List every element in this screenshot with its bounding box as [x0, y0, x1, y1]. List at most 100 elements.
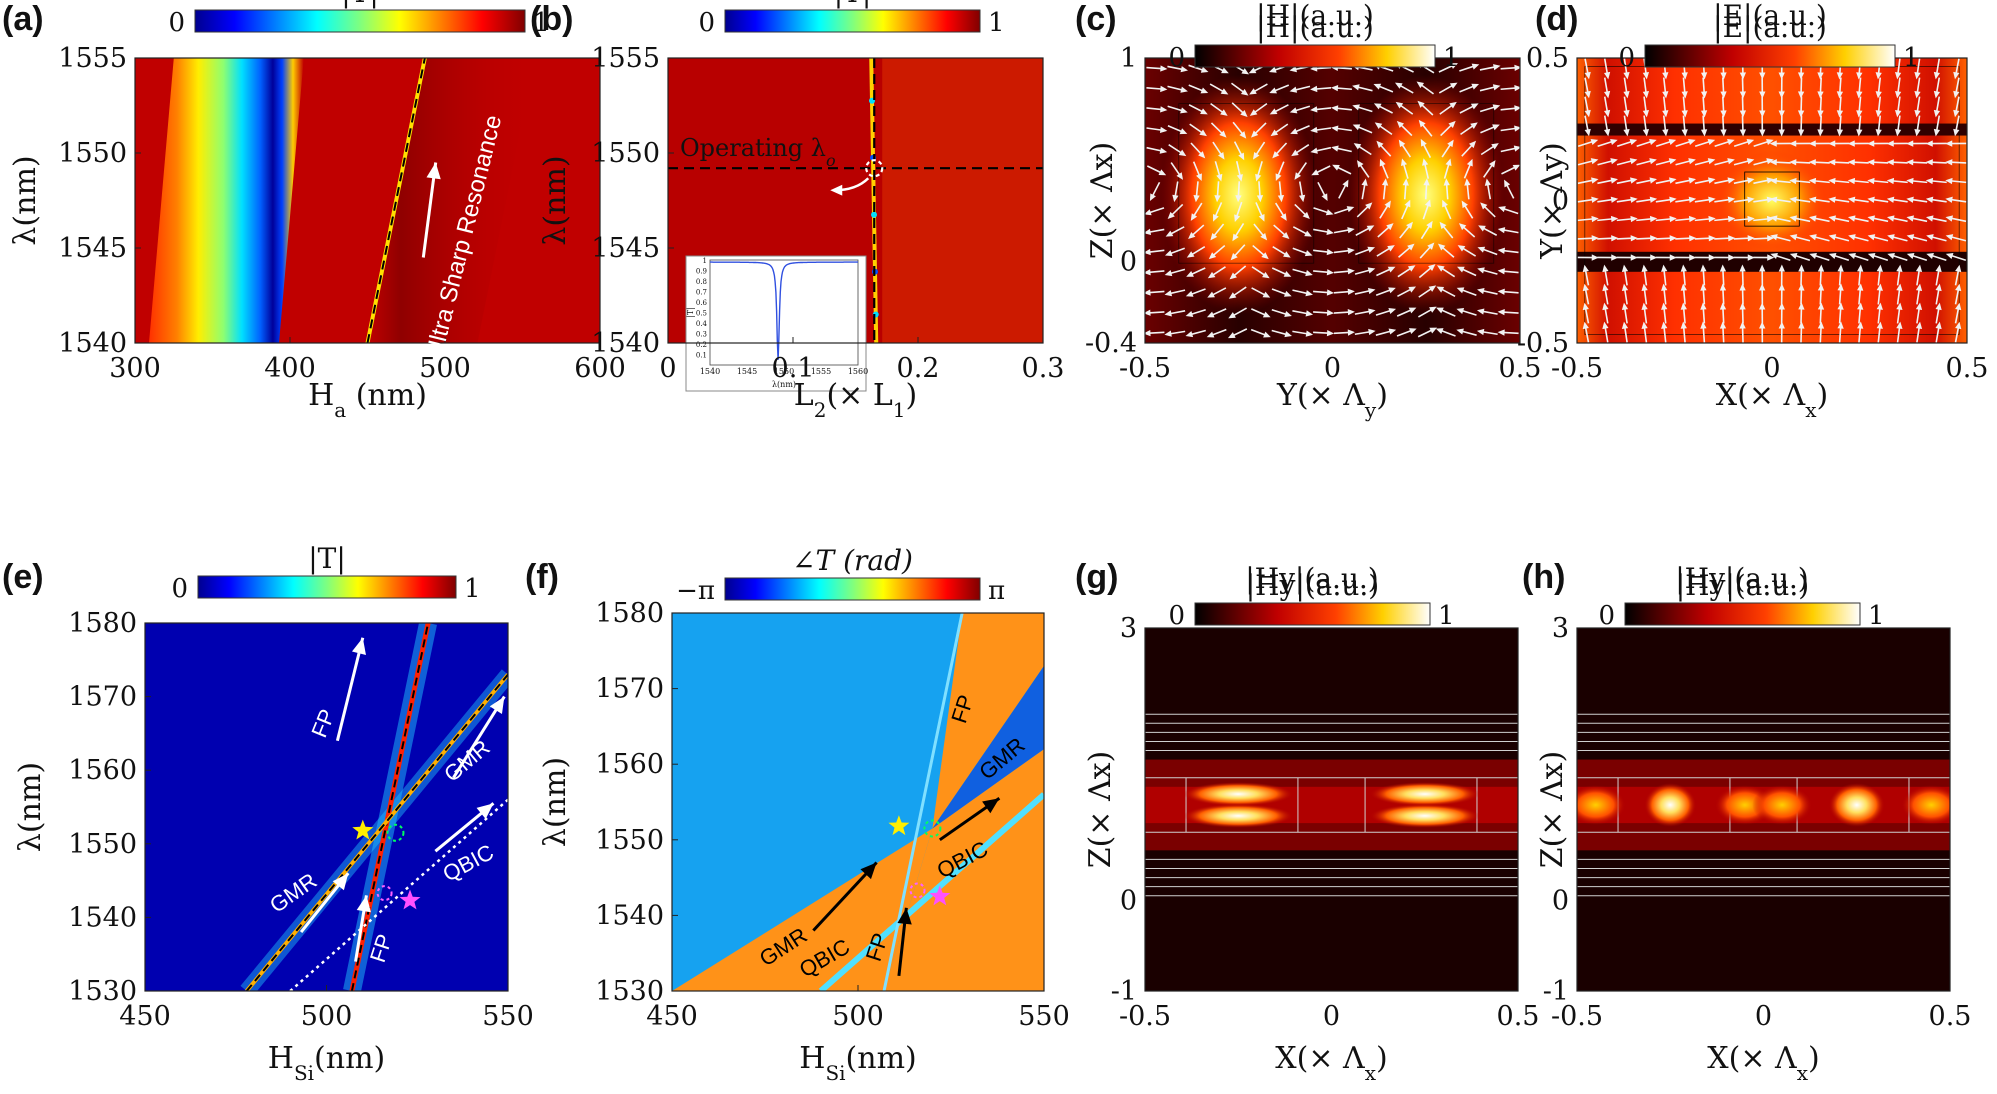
field-arrow-head — [1602, 321, 1609, 330]
field-arrow-head — [1945, 234, 1954, 241]
heatmap-c — [1145, 58, 1520, 343]
field-arrow-head — [1326, 289, 1335, 296]
field-arrow-head — [1602, 302, 1609, 311]
field-arrow-head — [1424, 199, 1431, 207]
colorbar-e — [197, 575, 457, 599]
field-arrow-head — [1817, 91, 1824, 99]
x-tick-label: 450 — [119, 1001, 171, 1032]
y-axis-label-a: λ(nm) — [8, 155, 43, 245]
field-arrow-head — [1456, 328, 1464, 335]
field-arrow-head — [1886, 159, 1894, 166]
field-arrow-head — [1707, 138, 1716, 145]
field-arrow-head — [1649, 215, 1658, 223]
qbic-band — [818, 792, 1044, 991]
field-arrow-head — [1680, 283, 1687, 291]
field-arrow-head — [1145, 228, 1152, 236]
field-arrow-head — [1239, 131, 1247, 139]
field-arrow-head — [1817, 283, 1825, 291]
field-arrow-head — [1497, 247, 1505, 254]
field-arrow-head — [1448, 120, 1456, 129]
field-arrow-head — [1426, 220, 1433, 229]
mode-band — [1901, 784, 1950, 825]
field-arrow-head — [1876, 302, 1883, 310]
field-arrow-head — [1915, 283, 1923, 292]
field-arrow-head — [1837, 264, 1844, 272]
field-arrow-head — [1476, 308, 1485, 315]
field-arrow-head — [1623, 128, 1630, 137]
field-arrow-head — [1199, 129, 1207, 137]
field-arrow-head — [1304, 230, 1312, 237]
field-arrow-head — [1809, 234, 1817, 241]
field-arrow-head — [1603, 109, 1611, 118]
field-arrow-head — [1739, 264, 1746, 272]
field-arrow-head — [1435, 328, 1444, 334]
field-arrow-head — [1476, 328, 1485, 336]
field-arrow-head — [1669, 215, 1677, 223]
field-arrow-head — [1250, 130, 1259, 138]
field-arrow-head — [1149, 193, 1156, 201]
field-arrow-head — [1514, 125, 1520, 132]
field-arrow-head — [1856, 91, 1863, 99]
colorbar-min-b: 0 — [698, 8, 715, 38]
colorbar-title-a: |T| — [341, 0, 379, 9]
field-arrow-head — [1894, 91, 1902, 99]
field-arrow-head — [1437, 265, 1445, 272]
field-arrow-head — [1720, 72, 1727, 80]
field-arrow-head — [1935, 283, 1942, 292]
field-arrow-head — [1856, 129, 1863, 137]
field-arrow-head — [1669, 196, 1677, 203]
field-arrow-head — [1352, 124, 1361, 131]
field-arrow-head — [1915, 302, 1923, 311]
field-arrow-head — [1387, 266, 1396, 273]
field-arrow-head — [1417, 100, 1425, 108]
field-arrow-head — [1857, 264, 1864, 272]
field-arrow-head — [1797, 129, 1805, 137]
x-tick-label: -0.5 — [1119, 353, 1171, 384]
field-arrow-head — [1492, 124, 1500, 131]
panel-label-h: (h) — [1522, 558, 1565, 596]
colorbar-f — [724, 577, 981, 601]
fp-arrow-top — [335, 637, 365, 742]
inset-y-tick: 0.1 — [696, 352, 707, 360]
field-arrow-head — [1808, 196, 1817, 203]
colorbar-max-h: 1 — [1868, 601, 1885, 631]
field-arrow-head — [1610, 196, 1619, 203]
field-arrow-head — [1514, 64, 1520, 71]
inset-x-label: λ(nm) — [772, 380, 796, 389]
field-arrow-head — [1945, 196, 1953, 203]
field-arrow-head — [1778, 129, 1785, 137]
x-axis-label-f: HSi(nm) — [799, 1041, 916, 1085]
field-arrow-head — [1739, 129, 1747, 137]
field-arrow-head — [1164, 310, 1172, 317]
field-arrow-head — [1591, 254, 1599, 261]
crossing-marker-upper — [386, 823, 405, 842]
field-arrow-head — [1208, 252, 1217, 260]
field-arrow-head — [1497, 329, 1505, 336]
field-arrow-head — [1688, 177, 1697, 184]
field-arrow-head — [1797, 91, 1805, 99]
field-arrow-head — [1232, 233, 1239, 242]
panel-label-a: (a) — [2, 0, 44, 38]
colorbar-max-f: π — [988, 576, 1005, 606]
colorbar-title-d: |E|(a.u.) — [1713, 11, 1827, 44]
field-arrow-head — [1326, 269, 1335, 276]
y-axis-label-h: Z(× Λx) — [1535, 751, 1570, 869]
field-arrow-head — [1491, 143, 1499, 150]
heatmap-h — [1577, 628, 1950, 991]
field-arrow-head — [1789, 140, 1797, 147]
field-arrow-head — [1641, 283, 1648, 291]
field-arrow-head — [1661, 283, 1668, 291]
field-arrow-head — [1739, 91, 1747, 99]
colorbar-min-g: 0 — [1168, 601, 1185, 631]
colorbar-max-c: 1 — [1443, 43, 1460, 73]
field-arrow-head — [1857, 283, 1864, 291]
field-arrow-head — [1584, 71, 1591, 80]
colorbar-max-a: 1 — [533, 8, 550, 38]
field-arrow-head — [1770, 252, 1778, 259]
field-arrow-head — [1746, 158, 1755, 165]
field-arrow-head — [1906, 196, 1914, 203]
field-arrow-head — [1255, 173, 1262, 182]
x-axis-label-e: HSi(nm) — [268, 1041, 385, 1085]
y-axis-label-g: Z(× Λx) — [1083, 751, 1118, 869]
field-arrow-head — [1160, 85, 1168, 93]
